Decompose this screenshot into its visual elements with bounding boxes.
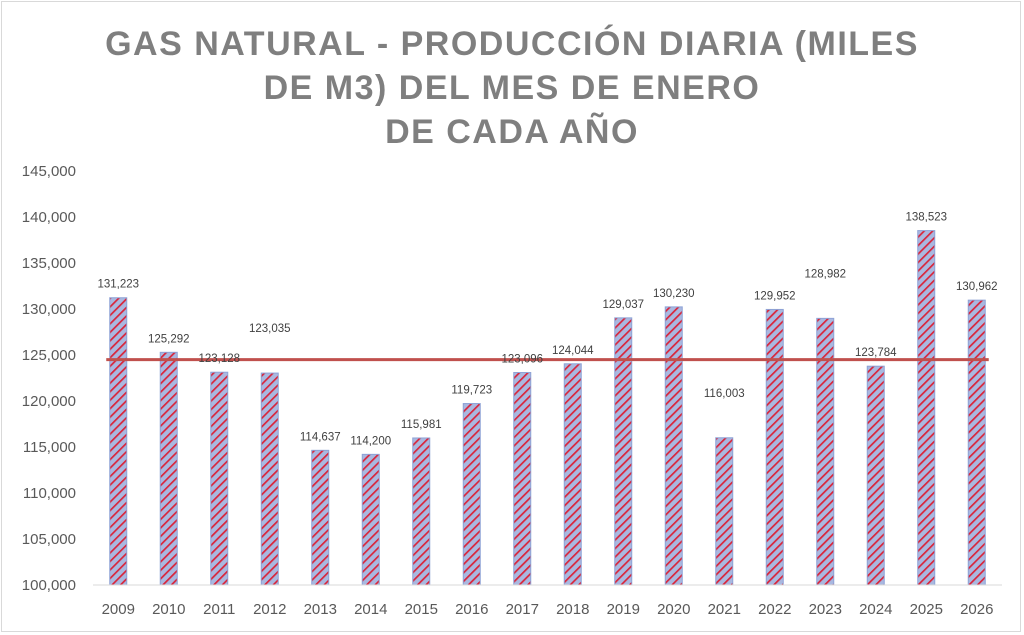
x-tick-label: 2011 [203, 601, 235, 618]
x-axis: 2009 2010 2011 2012 2013 2014 2015 2016 2017 2018… [93, 584, 1002, 618]
x-tick-label: 2015 [405, 601, 438, 618]
bar-2020 [664, 306, 683, 586]
data-label: 124,044 [552, 345, 594, 357]
chart-title: GAS NATURAL - PRODUCCIÓN DIARIA (MILES D… [0, 22, 1024, 154]
bar-2025 [917, 230, 936, 586]
y-tick-label: 145,000 [22, 163, 76, 180]
data-label: 129,037 [602, 299, 644, 311]
x-tick-label: 2014 [354, 601, 387, 618]
x-tick-label: 2025 [910, 601, 943, 618]
data-label: 131,223 [97, 279, 139, 291]
bar-2013 [311, 449, 330, 586]
bar-series [109, 230, 986, 586]
data-labels: 131,223 125,292 123,128 123,035 114,637 114,2… [97, 212, 997, 448]
x-tick-label: 2020 [657, 601, 690, 618]
bar-2014 [361, 453, 380, 586]
data-label: 114,200 [350, 435, 391, 447]
bar-2009 [109, 297, 128, 586]
y-tick-label: 100,000 [22, 577, 76, 594]
bar-2016 [462, 403, 481, 586]
bar-2012 [260, 372, 279, 586]
x-tick-label: 2010 [152, 601, 185, 618]
x-tick-label: 2012 [253, 601, 286, 618]
y-tick-label: 135,000 [22, 255, 76, 272]
data-label: 125,292 [148, 333, 190, 345]
bar-2026 [967, 299, 986, 586]
data-label: 130,230 [653, 288, 695, 300]
x-tick-label: 2023 [809, 601, 842, 618]
data-label: 123,128 [198, 353, 240, 365]
x-tick-label: 2022 [758, 601, 791, 618]
x-tick-label: 2017 [506, 601, 539, 618]
chart-title-line-1: GAS NATURAL - PRODUCCIÓN DIARIA (MILES [105, 25, 919, 63]
data-label: 123,784 [855, 347, 897, 359]
bar-2010 [159, 351, 178, 586]
x-tick-label: 2018 [556, 601, 589, 618]
data-label: 114,637 [300, 431, 341, 443]
data-label: 130,962 [956, 281, 998, 293]
chart-title-line-2: DE M3) DEL MES DE ENERO [263, 69, 761, 107]
data-label: 119,723 [451, 385, 492, 397]
bar-2024 [866, 365, 885, 586]
chart-title-line-3: DE CADA AÑO [385, 113, 639, 151]
x-tick-label: 2019 [607, 601, 640, 618]
x-tick-label: 2021 [708, 601, 741, 618]
y-tick-label: 125,000 [22, 347, 76, 364]
bar-2015 [412, 437, 431, 586]
x-tick-label: 2026 [960, 601, 993, 618]
data-label: 123,096 [501, 354, 543, 366]
y-tick-label: 105,000 [22, 531, 76, 548]
bar-2018 [563, 363, 582, 586]
bar-2011 [210, 371, 229, 586]
x-tick-label: 2009 [102, 601, 135, 618]
y-tick-label: 130,000 [22, 301, 76, 318]
y-tick-label: 120,000 [22, 393, 76, 410]
bar-2017 [513, 372, 532, 586]
y-tick-label: 115,000 [23, 439, 76, 456]
data-label: 115,981 [401, 419, 442, 431]
data-label: 129,952 [754, 290, 796, 302]
bar-2021 [715, 437, 734, 586]
data-label: 123,035 [249, 323, 291, 335]
x-tick-label: 2013 [304, 601, 337, 618]
data-label: 116,003 [704, 388, 745, 400]
x-tick-label: 2024 [859, 601, 892, 618]
bar-2019 [614, 317, 633, 586]
y-axis: 100,000 105,000 110,000 115,000 120,000 125,0… [22, 163, 76, 594]
y-tick-label: 110,000 [23, 485, 76, 502]
x-tick-label: 2016 [455, 601, 488, 618]
bar-2022 [765, 308, 784, 586]
data-label: 128,982 [804, 268, 846, 280]
y-tick-label: 140,000 [22, 209, 76, 226]
data-label: 138,523 [905, 212, 947, 224]
